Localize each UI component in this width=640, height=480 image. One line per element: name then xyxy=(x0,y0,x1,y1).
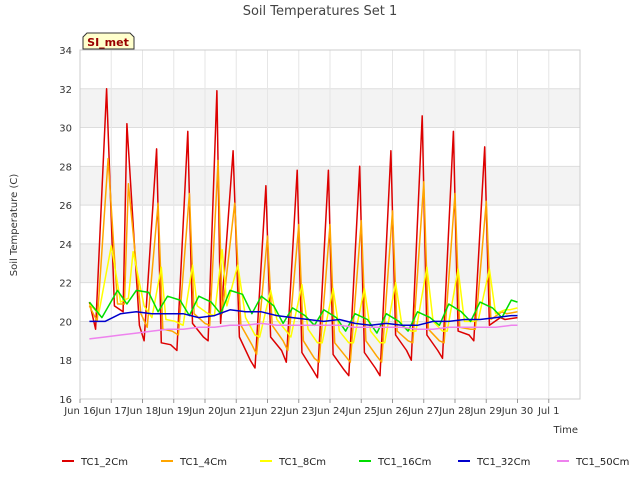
x-tick-label: Jun 25 xyxy=(344,406,377,417)
legend-label: TC1_8Cm xyxy=(278,457,326,468)
legend-label: TC1_32Cm xyxy=(476,457,530,468)
x-tick-label: Jun 28 xyxy=(438,406,471,417)
x-tick-label: Jun 24 xyxy=(313,406,346,417)
x-tick-label: Jun 16 xyxy=(63,406,96,417)
y-tick-label: 20 xyxy=(59,317,72,328)
x-tick-label: Jun 23 xyxy=(282,406,315,417)
x-tick-label: Jun 26 xyxy=(376,406,409,417)
series-line-tc1-8cm xyxy=(88,245,518,344)
x-tick-label: Jun 17 xyxy=(94,406,127,417)
legend-label: TC1_2Cm xyxy=(80,457,128,468)
x-tick-label: Jun 22 xyxy=(251,406,284,417)
x-tick-label: Jun 29 xyxy=(469,406,502,417)
y-tick-label: 32 xyxy=(59,85,72,96)
x-tick-label: Jul 1 xyxy=(537,406,560,417)
y-tick-label: 18 xyxy=(59,356,72,367)
site-badge: SI_met xyxy=(82,32,135,50)
legend: TC1_2Cm TC1_4Cm TC1_8Cm TC1_16Cm TC1_32Cm TC1… xyxy=(62,457,629,468)
y-axis-title: Soil Temperature (C) xyxy=(9,174,20,277)
x-tick-label: Jun 20 xyxy=(188,406,221,417)
legend-label: TC1_50Cm xyxy=(575,457,629,468)
x-tick-label: Jun 18 xyxy=(126,406,159,417)
site-badge-label: SI_met xyxy=(87,36,129,49)
x-axis: Jun 16 Jun 17 Jun 18 Jun 19 Jun 20 Jun 21 Jun … xyxy=(63,399,560,417)
x-tick-label: Jun 19 xyxy=(157,406,190,417)
series-line-tc1-32cm xyxy=(89,309,518,327)
x-tick-label: Jun 30 xyxy=(501,406,534,417)
series-lines xyxy=(88,88,518,379)
x-axis-title: Time xyxy=(553,425,578,436)
y-tick-label: 34 xyxy=(59,46,72,57)
y-axis: 16 18 20 22 24 26 28 30 32 34 xyxy=(59,46,72,406)
series-line-tc1-2cm xyxy=(88,88,518,379)
x-tick-label: Jun 21 xyxy=(219,406,252,417)
series-line-tc1-50cm xyxy=(89,322,518,340)
legend-label: TC1_4Cm xyxy=(179,457,227,468)
y-tick-label: 24 xyxy=(59,240,72,251)
y-tick-label: 30 xyxy=(59,124,72,135)
y-tick-label: 28 xyxy=(59,162,72,173)
legend-label: TC1_16Cm xyxy=(377,457,431,468)
y-tick-label: 22 xyxy=(59,279,72,290)
y-tick-label: 26 xyxy=(59,201,72,212)
x-tick-label: Jun 27 xyxy=(407,406,440,417)
series-line-tc1-16cm xyxy=(88,289,518,334)
chart-title: Soil Temperatures Set 1 xyxy=(243,4,398,19)
y-tick-label: 16 xyxy=(59,395,72,406)
